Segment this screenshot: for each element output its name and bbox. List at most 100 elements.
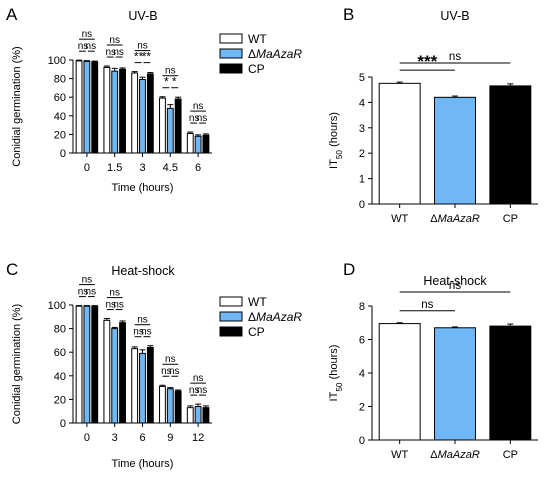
panel-c-legend-swatch xyxy=(220,297,242,306)
panel-c-legend-label: ΔMaAzaR xyxy=(248,310,302,324)
panel-a-sig-label: ** xyxy=(142,50,152,64)
panel-b-y-tick-label: 4 xyxy=(359,97,365,109)
panel-a-bar xyxy=(175,99,181,153)
panel-c-letter: C xyxy=(6,260,18,279)
panel-a-y-tick-label: 20 xyxy=(54,129,66,141)
panel-c-legend-label: WT xyxy=(248,295,267,309)
panel-c-bar xyxy=(104,320,110,423)
panel-a-legend-swatch xyxy=(220,64,242,73)
panel-c-bar xyxy=(195,406,201,423)
panel-c-y-tick-label: 100 xyxy=(48,300,66,312)
panel-c-sig-label: ns xyxy=(86,287,97,298)
panel-a-sig-label: ns xyxy=(113,47,124,58)
panel-c-sig-label: ns xyxy=(137,315,148,326)
panel-a-legend-label: ΔMaAzaR xyxy=(248,47,302,61)
panel-d-y-tick-label: 2 xyxy=(359,402,365,414)
panel-a-bar xyxy=(76,61,82,153)
panel-a-sig-label: ns xyxy=(109,35,120,46)
panel-b-y-tick-label: 2 xyxy=(359,148,365,160)
panel-c-sig-label: ns xyxy=(197,385,208,396)
panel-b-bar xyxy=(435,97,476,204)
panel-c-bar xyxy=(167,389,173,423)
panel-a-legend-label: WT xyxy=(248,32,267,46)
panel-c-bar xyxy=(160,386,166,423)
panel-a-x-tick-label: 0 xyxy=(84,162,90,174)
panel-b-sig-label: ns xyxy=(449,51,461,63)
panel-c-sig-label: ns xyxy=(169,366,180,377)
panel-c-y-label: Conidial germination (%) xyxy=(11,304,23,424)
panel-c-legend-swatch xyxy=(220,327,242,336)
panel-c-sig-label: ns xyxy=(113,300,124,311)
panel-a-bar xyxy=(104,67,110,153)
panel-a-sig-label: ns xyxy=(82,29,93,40)
panel-a-y-tick-label: 80 xyxy=(54,74,66,86)
panel-a-sig-label: * xyxy=(172,75,177,89)
panel-c-sig-label: ns xyxy=(165,354,176,365)
panel-d-x-tick-label: CP xyxy=(503,449,518,461)
panel-a-sig-label: ns xyxy=(197,113,208,124)
panel-c-legend-label: CP xyxy=(248,325,265,339)
panel-a-bar xyxy=(147,74,153,153)
panel-a-sig-label: * xyxy=(164,75,169,89)
panel-c-x-tick-label: 0 xyxy=(84,432,90,444)
panel-a-sig-label: ns xyxy=(193,101,204,112)
panel-c-bar xyxy=(132,349,138,423)
panel-d-sig-label: ns xyxy=(421,299,433,311)
panel-b-bar xyxy=(379,83,420,204)
panel-c-y-tick-label: 40 xyxy=(54,371,66,383)
panel-a-x-tick-label: 3 xyxy=(139,162,145,174)
panel-a-bar xyxy=(195,136,201,153)
panel-c-y-tick-label: 80 xyxy=(54,324,66,336)
panel-d-bar xyxy=(490,326,531,440)
panel-d-x-tick-label: WT xyxy=(391,449,408,461)
panel-c-sig-label: ns xyxy=(82,275,93,286)
panel-c-sig-label: ns xyxy=(193,373,204,384)
panel-c-x-tick-label: 12 xyxy=(192,432,204,444)
panel-b-sig-label: *** xyxy=(417,52,437,71)
panel-c-y-tick-label: 60 xyxy=(54,347,66,359)
panel-a-x-tick-label: 4.5 xyxy=(163,162,178,174)
panel-c-sig-label: ns xyxy=(109,288,120,299)
panel-b-letter: B xyxy=(343,5,354,24)
panel-a-bar xyxy=(140,80,146,153)
panel-a-bar xyxy=(203,135,209,153)
panel-a-bar xyxy=(92,62,98,153)
panel-a-y-label: Conidial germination (%) xyxy=(11,46,23,166)
panel-a-letter: A xyxy=(6,5,18,24)
panel-b-y-tick-label: 1 xyxy=(359,174,365,186)
panel-d-bar xyxy=(435,328,476,440)
panel-b-x-tick-label: WT xyxy=(391,213,408,225)
panel-c-bar xyxy=(112,329,118,423)
panel-a-y-tick-label: 0 xyxy=(60,148,66,160)
panel-c-bar xyxy=(92,306,98,423)
panel-b-y-tick-label: 0 xyxy=(359,199,365,211)
panel-d-y-tick-label: 0 xyxy=(359,435,365,447)
panel-a-legend-swatch xyxy=(220,49,242,58)
panel-c-x-tick-label: 9 xyxy=(167,432,173,444)
panel-c-sig-label: ns xyxy=(141,327,152,338)
panel-a-x-tick-label: 6 xyxy=(195,162,201,174)
panel-c-bar xyxy=(76,306,82,423)
panel-a-bar xyxy=(160,98,166,153)
panel-a-title: UV-B xyxy=(128,9,157,23)
panel-c-legend-swatch xyxy=(220,312,242,321)
panel-a-legend-swatch xyxy=(220,34,242,43)
panel-a-bar xyxy=(132,73,138,153)
panel-a-sig-label: ns xyxy=(137,41,148,52)
panel-d-y-tick-label: 4 xyxy=(359,368,365,380)
panel-a-bar xyxy=(112,71,118,153)
panel-a-y-tick-label: 40 xyxy=(54,111,66,123)
panel-a-bar xyxy=(187,133,193,153)
panel-d-letter: D xyxy=(343,260,355,279)
panel-b-y-label: IT50 (hours) xyxy=(328,112,344,169)
panel-c-y-tick-label: 0 xyxy=(60,418,66,430)
panel-c-bar xyxy=(84,306,90,423)
panel-c-bar xyxy=(187,408,193,423)
panel-c-bar xyxy=(147,347,153,423)
panel-c-y-tick-label: 20 xyxy=(54,394,66,406)
panel-a-y-tick-label: 100 xyxy=(48,55,66,67)
panel-c-title: Heat-shock xyxy=(111,264,175,278)
panel-d-y-label: IT50 (hours) xyxy=(328,345,344,402)
panel-b-title: UV-B xyxy=(440,9,469,23)
panel-c-x-tick-label: 6 xyxy=(139,432,145,444)
